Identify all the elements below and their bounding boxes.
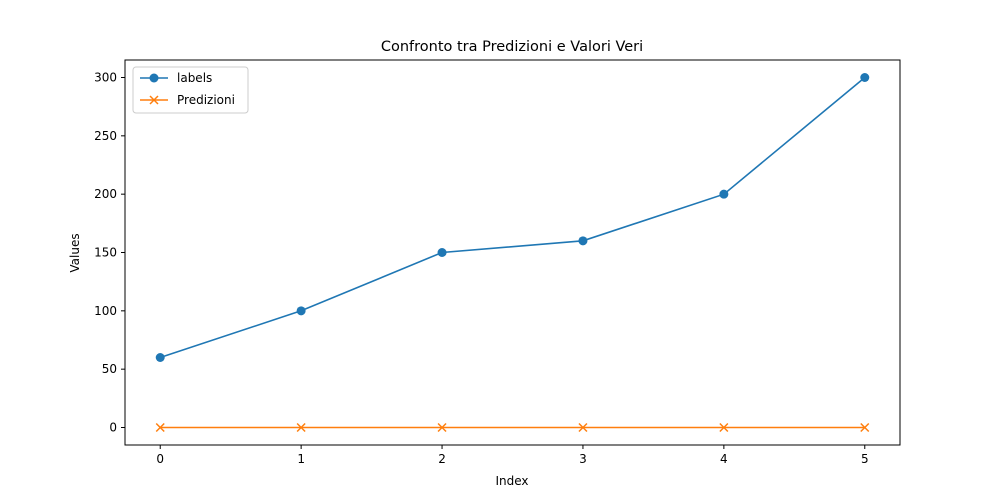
data-point [578, 236, 588, 246]
data-point [155, 353, 165, 362]
legend-item: Predizioni [140, 93, 235, 107]
y-axis-title: Values [68, 233, 82, 272]
series-labels [155, 73, 870, 362]
data-point [860, 422, 870, 433]
x-tick-label: 4 [720, 452, 728, 466]
data-point [578, 422, 588, 433]
data-point [860, 73, 870, 82]
data-point [296, 306, 306, 316]
data-point [719, 422, 729, 433]
y-tick-label: 300 [94, 71, 117, 85]
y-tick-label: 0 [109, 421, 117, 435]
legend: labels Predizioni [132, 66, 249, 114]
data-point [437, 422, 447, 433]
data-point [437, 248, 447, 257]
y-tick-label: 50 [102, 362, 117, 376]
legend-label: Predizioni [177, 93, 235, 107]
series-line [159, 76, 866, 359]
y-tick-label: 250 [94, 129, 117, 143]
data-point [155, 422, 165, 433]
x-tick-label: 0 [156, 452, 164, 466]
legend-marker [149, 73, 159, 83]
y-tick-label: 100 [94, 304, 117, 318]
x-tick-label: 1 [297, 452, 305, 466]
legend-item: labels [140, 71, 212, 85]
x-tick-label: 5 [861, 452, 869, 466]
x-tick-label: 2 [438, 452, 446, 466]
legend-marker [149, 95, 159, 105]
x-axis-title: Index [495, 474, 528, 488]
data-point [719, 189, 729, 199]
y-tick-label: 200 [94, 187, 117, 201]
chart-title: Confronto tra Predizioni e Valori Veri [381, 39, 643, 55]
data-point [296, 422, 306, 433]
x-tick-label: 3 [579, 452, 587, 466]
y-tick-label: 150 [94, 246, 117, 260]
series-predizioni [155, 422, 870, 433]
legend-label: labels [177, 71, 212, 85]
